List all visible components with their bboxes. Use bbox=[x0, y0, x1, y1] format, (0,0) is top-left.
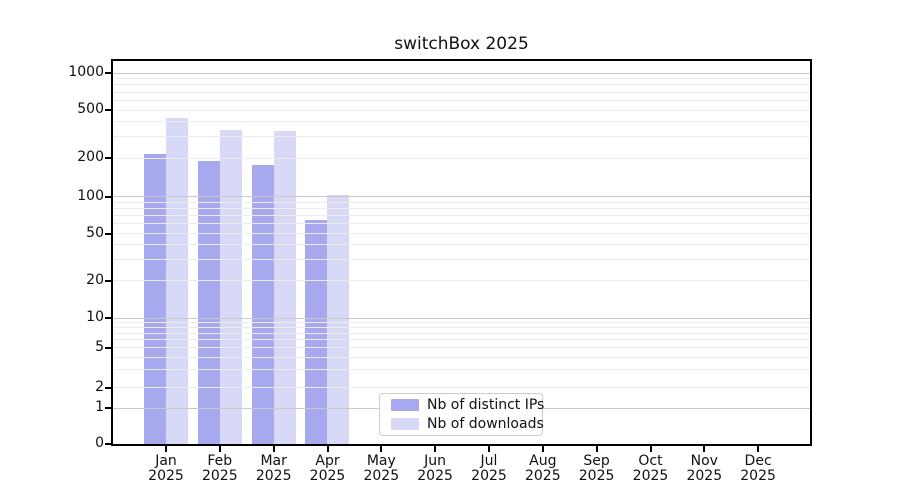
y-tick-100 bbox=[105, 195, 111, 198]
x-tick-jun bbox=[434, 446, 437, 452]
x-tick-label-jan: Jan 2025 bbox=[148, 453, 184, 484]
x-tick-label-jul: Jul 2025 bbox=[471, 453, 507, 484]
bar-mar-downloads bbox=[273, 131, 296, 444]
legend-swatch-downloads bbox=[391, 418, 419, 430]
y-tick-50 bbox=[105, 232, 111, 235]
x-tick-mar bbox=[272, 446, 275, 452]
x-tick-aug bbox=[541, 446, 544, 452]
y-tick-500 bbox=[105, 109, 111, 111]
y-tick-label-1: 1 bbox=[95, 399, 104, 415]
chart-title: switchBox 2025 bbox=[394, 34, 529, 54]
x-tick-label-nov: Nov 2025 bbox=[686, 453, 723, 484]
bar-jan-downloads bbox=[166, 117, 188, 444]
x-tick-feb bbox=[218, 446, 221, 452]
y-tick-10 bbox=[105, 317, 111, 319]
legend-label-distinct-ips: Nb of distinct IPs bbox=[427, 397, 545, 413]
bars-layer bbox=[113, 61, 810, 444]
x-tick-label-jun: Jun 2025 bbox=[417, 453, 453, 484]
y-tick-label-0: 0 bbox=[95, 435, 104, 451]
x-tick-jul bbox=[488, 446, 490, 452]
y-tick-label-500: 500 bbox=[77, 101, 104, 117]
x-tick-dec bbox=[757, 446, 760, 452]
y-tick-label-100: 100 bbox=[77, 187, 104, 204]
plot-area bbox=[111, 59, 812, 446]
x-tick-label-oct: Oct 2025 bbox=[632, 453, 669, 484]
bar-apr-downloads bbox=[327, 195, 350, 444]
y-tick-200 bbox=[105, 157, 111, 159]
x-tick-label-sep: Sep 2025 bbox=[578, 453, 615, 484]
y-tick-1 bbox=[105, 407, 111, 409]
x-tick-may bbox=[380, 446, 383, 452]
bar-jan-distinct-ips bbox=[144, 154, 166, 444]
bar-feb-downloads bbox=[219, 130, 242, 444]
y-tick-label-20: 20 bbox=[86, 271, 104, 288]
y-tick-1000 bbox=[105, 72, 111, 74]
bar-apr-distinct-ips bbox=[305, 219, 328, 444]
x-tick-label-dec: Dec 2025 bbox=[740, 453, 776, 484]
y-tick-label-10: 10 bbox=[86, 309, 104, 325]
x-tick-label-feb: Feb 2025 bbox=[201, 453, 238, 484]
x-tick-jan bbox=[165, 446, 167, 452]
legend-label-downloads: Nb of downloads bbox=[427, 416, 544, 432]
legend: Nb of distinct IPs Nb of downloads bbox=[379, 393, 544, 436]
y-tick-20 bbox=[105, 279, 111, 282]
y-tick-label-50: 50 bbox=[86, 224, 104, 241]
y-tick-label-2: 2 bbox=[95, 378, 104, 395]
y-tick-2 bbox=[105, 386, 111, 389]
x-tick-label-mar: Mar 2025 bbox=[255, 453, 292, 484]
y-tick-label-1000: 1000 bbox=[68, 64, 104, 80]
x-tick-sep bbox=[595, 446, 598, 452]
x-tick-label-aug: Aug 2025 bbox=[524, 453, 561, 484]
bar-mar-distinct-ips bbox=[251, 164, 274, 444]
legend-item-downloads: Nb of downloads bbox=[391, 416, 544, 432]
x-tick-nov bbox=[703, 446, 706, 452]
y-tick-5 bbox=[105, 346, 111, 349]
legend-swatch-distinct-ips bbox=[391, 399, 419, 411]
bar-feb-distinct-ips bbox=[197, 161, 220, 444]
x-tick-apr bbox=[326, 446, 329, 452]
y-tick-0 bbox=[105, 443, 111, 445]
y-tick-label-200: 200 bbox=[77, 149, 104, 165]
x-tick-label-apr: Apr 2025 bbox=[309, 453, 346, 484]
y-tick-label-5: 5 bbox=[95, 338, 104, 355]
x-tick-oct bbox=[649, 446, 652, 452]
x-tick-label-may: May 2025 bbox=[363, 453, 400, 484]
legend-item-distinct-ips: Nb of distinct IPs bbox=[391, 397, 544, 413]
